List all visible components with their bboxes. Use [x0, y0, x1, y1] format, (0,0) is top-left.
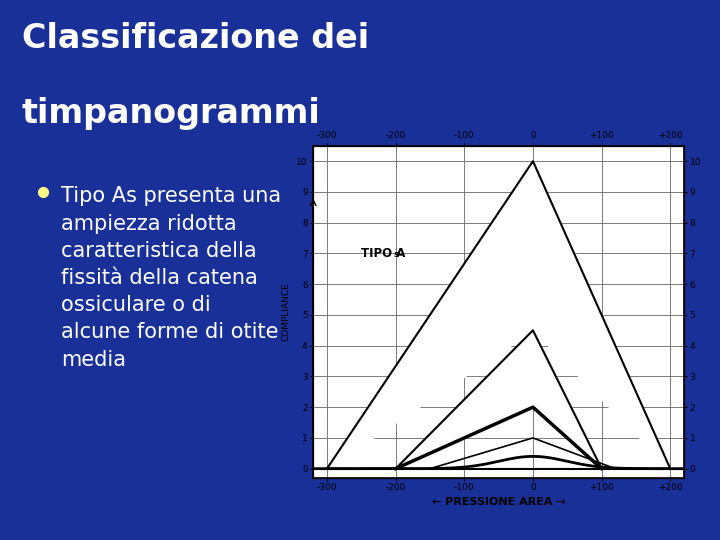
Text: Classificazione dei: Classificazione dei [22, 22, 369, 55]
Text: s: s [393, 251, 399, 259]
Text: ← PRESSIONE AREA →: ← PRESSIONE AREA → [432, 497, 565, 507]
Text: Tipo As presenta una
ampiezza ridotta
caratteristica della
fissità della catena
: Tipo As presenta una ampiezza ridotta ca… [61, 186, 282, 369]
Text: timpanogrammi: timpanogrammi [22, 97, 320, 130]
Text: TIPO A: TIPO A [361, 247, 405, 260]
Y-axis label: COMPLIANCE: COMPLIANCE [282, 282, 291, 341]
